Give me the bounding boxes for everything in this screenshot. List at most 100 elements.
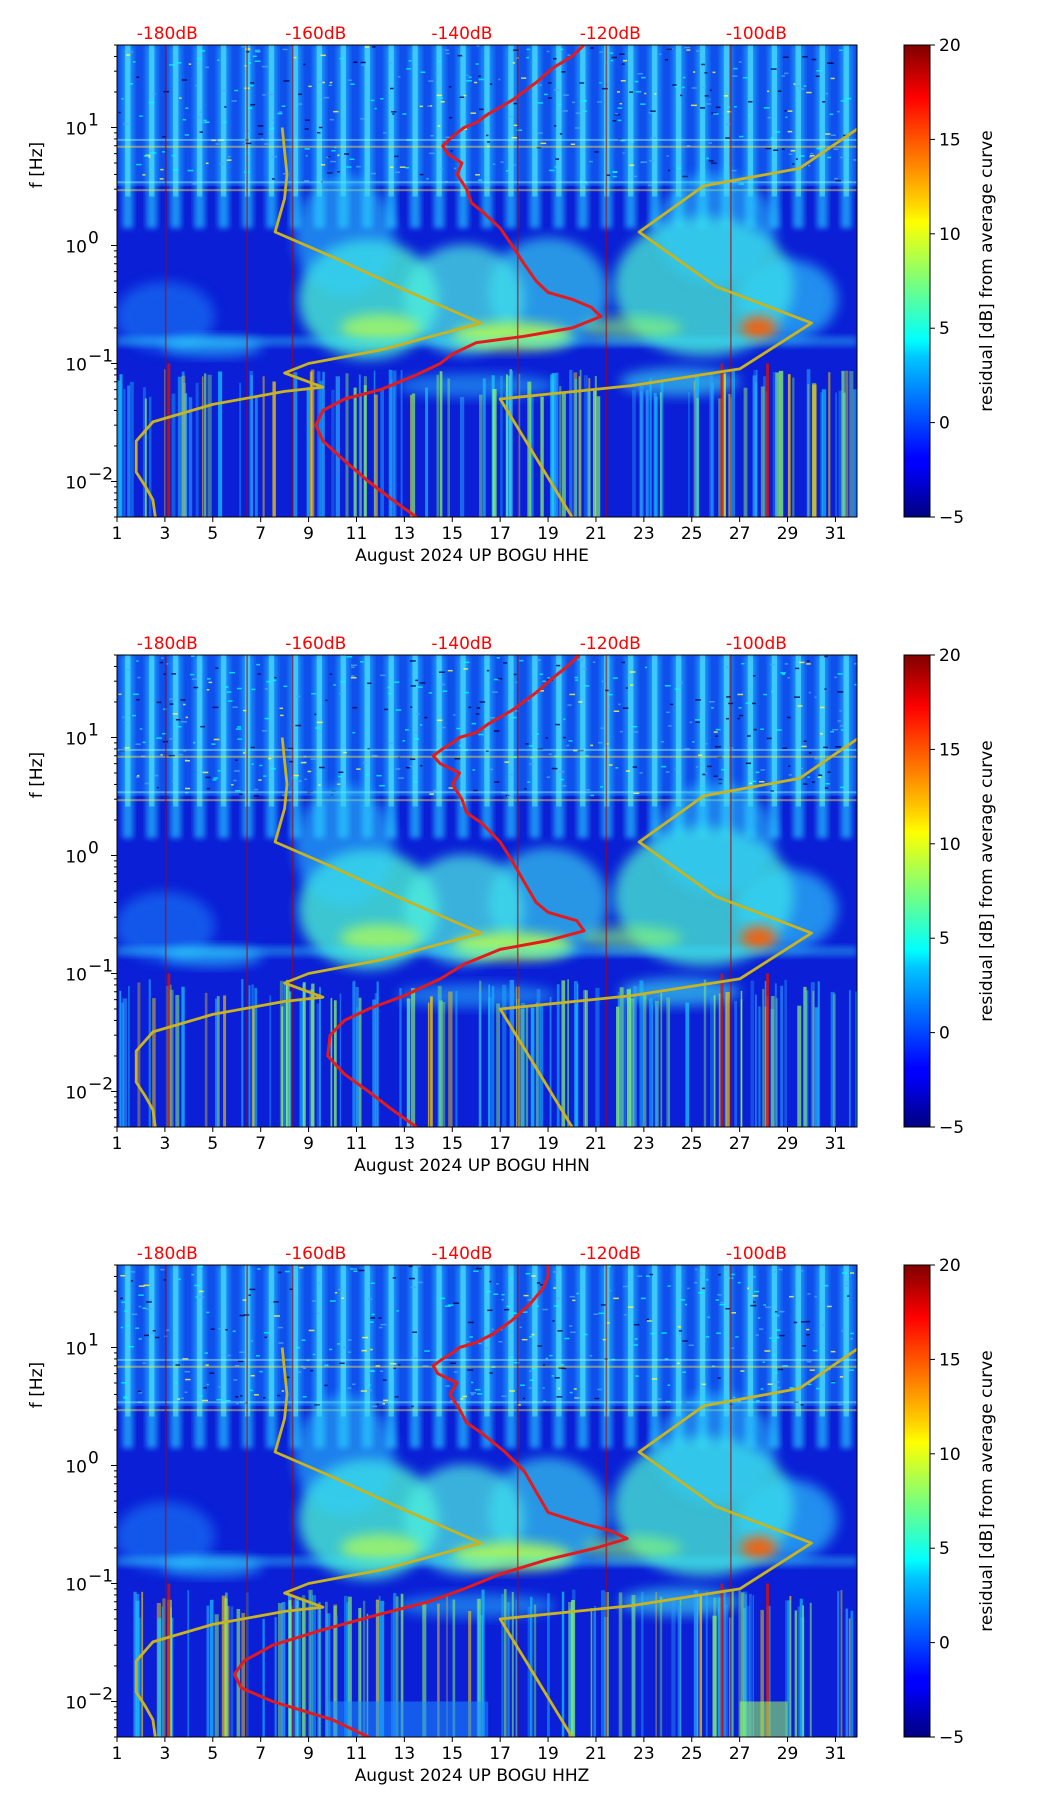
speckle xyxy=(564,1337,570,1340)
x-tick-label: 27 xyxy=(729,1744,751,1764)
lf-streak xyxy=(642,993,647,1127)
speckle xyxy=(133,693,139,696)
speckle xyxy=(725,123,732,126)
speckle xyxy=(623,1285,629,1288)
speckle xyxy=(422,1365,429,1367)
speckle xyxy=(126,668,130,671)
x-tick-label: 27 xyxy=(729,1134,751,1154)
speckle xyxy=(704,95,709,97)
speckle xyxy=(672,84,677,86)
speckle xyxy=(233,779,237,782)
speckle xyxy=(794,85,800,88)
speckle xyxy=(149,1299,153,1301)
speckle xyxy=(704,743,708,745)
speckle xyxy=(205,1364,209,1366)
speckle xyxy=(818,774,823,776)
speckle xyxy=(772,1340,777,1342)
lf-streak xyxy=(378,1595,381,1737)
colorbar-gradient xyxy=(903,1264,931,1738)
speckle xyxy=(841,1330,844,1332)
speckle xyxy=(660,740,665,743)
speckle xyxy=(612,677,618,679)
speckle xyxy=(621,661,625,664)
colorbar-tick-label: 0 xyxy=(939,414,950,434)
speckle xyxy=(745,762,751,765)
speckle xyxy=(801,1321,806,1323)
daily-stripe-core xyxy=(149,655,155,807)
daily-stripe-core xyxy=(747,45,754,197)
speckle xyxy=(120,1275,126,1277)
speckle xyxy=(360,118,365,120)
microseism-patch xyxy=(655,1393,776,1504)
lf-streak xyxy=(506,375,511,517)
speckle xyxy=(835,180,841,182)
speckle xyxy=(781,673,785,675)
speckle xyxy=(793,83,796,85)
speckle xyxy=(822,101,826,103)
speckle xyxy=(285,1270,290,1273)
lf-streak xyxy=(585,990,588,1127)
speckle xyxy=(248,84,254,87)
speckle xyxy=(324,1364,329,1367)
speckle xyxy=(440,101,445,103)
lf-streak xyxy=(447,378,451,517)
lf-streak xyxy=(339,993,342,1127)
speckle xyxy=(569,1295,576,1298)
lf-streak xyxy=(583,375,588,517)
speckle xyxy=(616,91,621,93)
daily-stripe-core xyxy=(172,655,179,807)
speckle xyxy=(600,727,604,729)
lf-streak xyxy=(592,1611,597,1737)
y-tick-exp: 1 xyxy=(88,110,99,130)
daily-stripe-core xyxy=(651,45,658,197)
x-tick-label: 17 xyxy=(489,524,511,544)
speckle xyxy=(457,54,463,57)
speckle xyxy=(745,702,751,704)
y-tick-label: 10 −2 xyxy=(65,464,113,493)
speckle xyxy=(823,746,828,749)
speckle xyxy=(476,1267,482,1270)
speckle xyxy=(613,710,620,712)
speckle xyxy=(778,1268,783,1271)
speckle xyxy=(346,656,353,658)
speckle xyxy=(343,751,347,754)
lf-streak xyxy=(335,1615,338,1737)
speckle xyxy=(767,90,770,93)
x-tick-label: 25 xyxy=(681,524,703,544)
lf-streak xyxy=(482,378,486,517)
speckle xyxy=(169,64,175,66)
speckle xyxy=(320,181,323,183)
speckle xyxy=(200,725,206,728)
artifact-line xyxy=(117,1409,857,1412)
lf-streak xyxy=(744,1594,747,1737)
speckle xyxy=(311,692,317,695)
speckle xyxy=(350,664,357,667)
speckle xyxy=(324,1384,328,1387)
speckle xyxy=(556,1396,563,1398)
speckle xyxy=(715,728,721,731)
speckle xyxy=(430,134,435,137)
speckle xyxy=(466,74,469,77)
speckle xyxy=(156,701,162,704)
lf-streak xyxy=(355,986,359,1127)
speckle xyxy=(814,757,821,760)
speckle xyxy=(428,80,434,82)
speckle xyxy=(474,1388,481,1391)
speckle xyxy=(640,1297,646,1300)
speckle xyxy=(341,1297,344,1299)
y-tick-base: 10 xyxy=(65,1083,87,1103)
speckle xyxy=(557,103,562,106)
speckle xyxy=(184,1370,191,1373)
speckle xyxy=(256,663,261,666)
speckle xyxy=(633,731,639,733)
speckle xyxy=(617,107,623,109)
speckle xyxy=(674,688,680,690)
speckle xyxy=(577,658,584,661)
speckle xyxy=(206,688,210,691)
y-tick-base: 10 xyxy=(65,1575,87,1595)
speckle xyxy=(590,794,595,797)
speckle xyxy=(718,778,723,781)
speckle xyxy=(509,1356,514,1359)
speckle xyxy=(733,67,738,70)
